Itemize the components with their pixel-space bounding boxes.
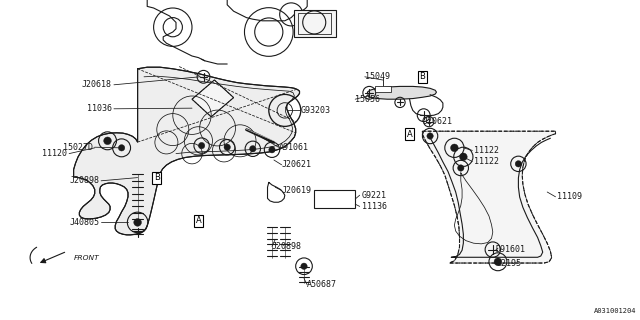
Text: J20621: J20621 — [282, 160, 312, 169]
Ellipse shape — [269, 147, 275, 153]
Text: D91601: D91601 — [496, 245, 526, 254]
Ellipse shape — [301, 263, 307, 269]
Ellipse shape — [118, 145, 125, 151]
Ellipse shape — [198, 142, 205, 149]
Text: 11120: 11120 — [42, 149, 67, 158]
Text: A031001204: A031001204 — [595, 308, 637, 314]
Text: A: A — [196, 216, 201, 225]
Bar — [375, 86, 391, 92]
Text: G9221: G9221 — [362, 191, 387, 200]
Ellipse shape — [250, 146, 256, 152]
Text: 15056: 15056 — [355, 95, 380, 104]
Text: J40805: J40805 — [69, 218, 99, 227]
Ellipse shape — [427, 133, 433, 139]
Polygon shape — [422, 131, 556, 263]
Polygon shape — [74, 67, 300, 235]
Text: J20619: J20619 — [282, 186, 312, 195]
Bar — [294, 10, 336, 37]
Text: 11109: 11109 — [557, 192, 582, 201]
Text: B: B — [154, 173, 160, 182]
Polygon shape — [192, 80, 234, 117]
Text: 15027D: 15027D — [63, 143, 93, 152]
Bar — [298, 13, 331, 34]
Text: 11122: 11122 — [474, 157, 499, 166]
Ellipse shape — [494, 258, 502, 266]
Ellipse shape — [515, 161, 522, 167]
Text: FRONT: FRONT — [74, 255, 99, 260]
Text: A91061: A91061 — [278, 143, 308, 152]
Text: 11036: 11036 — [87, 104, 112, 113]
Bar — [314, 190, 355, 208]
Text: 11122: 11122 — [474, 146, 499, 155]
Text: A: A — [407, 130, 412, 139]
Text: A50687: A50687 — [307, 280, 337, 289]
Ellipse shape — [458, 165, 464, 171]
Ellipse shape — [451, 144, 458, 152]
Text: J20898: J20898 — [69, 176, 99, 185]
Ellipse shape — [460, 153, 467, 161]
Text: J20621: J20621 — [422, 117, 452, 126]
Polygon shape — [367, 86, 436, 99]
Text: B: B — [419, 72, 426, 81]
Text: 32195: 32195 — [496, 260, 521, 268]
Ellipse shape — [134, 219, 141, 226]
Text: J20898: J20898 — [272, 242, 302, 251]
Text: J20618: J20618 — [82, 80, 112, 89]
Ellipse shape — [224, 144, 230, 150]
Text: 11136: 11136 — [362, 202, 387, 211]
Text: 15049: 15049 — [365, 72, 390, 81]
Text: G93203: G93203 — [301, 106, 331, 115]
Ellipse shape — [104, 137, 111, 145]
